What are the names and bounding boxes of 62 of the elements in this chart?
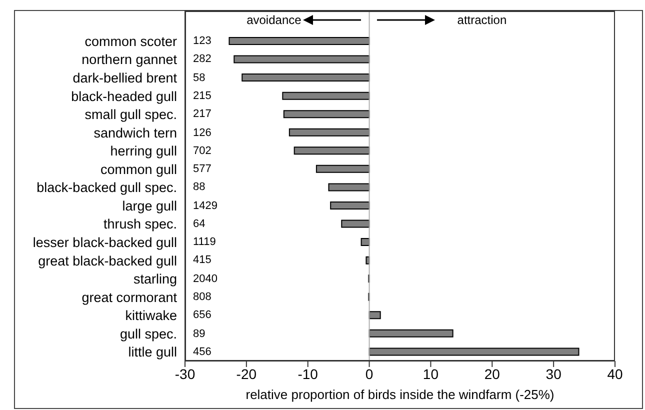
y-tick-label: large gull [122, 198, 177, 214]
bar [341, 220, 370, 228]
annotation: attraction [457, 13, 507, 27]
annotation: 58 [193, 70, 206, 85]
bar [328, 183, 370, 192]
annotation: 1429 [193, 198, 218, 213]
annotation: 656 [193, 308, 212, 322]
annotation: 215 [193, 88, 212, 103]
x-axis-title: relative proportion of birds inside the windfarm (-25%) [185, 387, 615, 403]
y-tick-label: black-headed gull [71, 88, 177, 104]
annotation: 577 [193, 162, 212, 176]
y-tick-label: common gull [100, 162, 177, 177]
annotation: 415 [193, 253, 212, 268]
annotation: avoidance [246, 13, 302, 27]
annotation: 89 [193, 326, 206, 341]
y-tick-label: black-backed gull spec. [36, 180, 177, 196]
annotation: 126 [193, 126, 212, 140]
y-tick-label: small gull spec. [84, 107, 177, 122]
y-tick-label: great cormorant [82, 290, 178, 305]
bar [368, 311, 381, 320]
bar [288, 128, 370, 136]
x-tick-label: 20 [484, 366, 500, 382]
annotation: 64 [193, 216, 206, 231]
annotation: 808 [193, 290, 212, 304]
y-tick-label: northern gannet [82, 52, 178, 68]
bar [242, 74, 370, 82]
bar [294, 146, 370, 155]
y-tick-label: starling [133, 272, 177, 287]
y-tick-label: common scoter [84, 34, 178, 49]
x-tick-label: 30 [546, 366, 562, 382]
y-tick-label: great black-backed gull [38, 253, 177, 268]
bar [368, 348, 580, 356]
x-tick-label: 10 [422, 366, 439, 382]
bar [316, 164, 370, 173]
y-tick-label: sandwich tern [94, 125, 177, 140]
y-tick-label: herring gull [110, 144, 177, 159]
annotation: 217 [193, 107, 212, 122]
x-tick-label: 0 [365, 366, 374, 382]
annotation: 456 [193, 344, 212, 359]
x-tick-label: -10 [298, 366, 318, 382]
bar [228, 36, 370, 45]
x-tick-label: -30 [174, 366, 196, 382]
y-tick-label: little gull [128, 344, 177, 360]
bar [283, 110, 370, 118]
x-tick-label: -20 [236, 366, 257, 382]
annotation: 2040 [193, 272, 218, 286]
annotation: 702 [193, 144, 212, 158]
bar [282, 92, 370, 100]
annotation: 282 [193, 52, 212, 66]
bar [368, 329, 454, 338]
annotation: 123 [193, 34, 212, 48]
annotation: 88 [193, 180, 206, 194]
bar [360, 238, 370, 246]
bar [234, 55, 370, 64]
y-tick-label: dark-bellied brent [72, 70, 178, 86]
annotation: 1119 [193, 235, 216, 250]
y-tick-label: lesser black-backed gull [32, 234, 177, 250]
y-tick-label: kittiwake [125, 308, 177, 324]
y-tick-label: gull spec. [120, 326, 177, 342]
x-tick-label: 40 [607, 366, 623, 382]
y-tick-label: thrush spec. [103, 216, 177, 232]
bar [330, 201, 370, 210]
